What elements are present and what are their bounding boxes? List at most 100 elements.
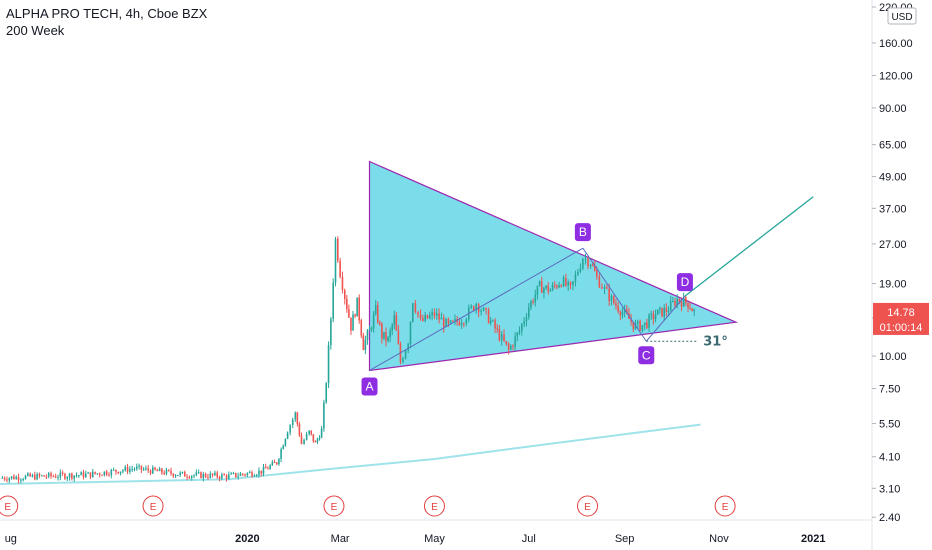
candle (131, 465, 133, 472)
candle (177, 475, 179, 477)
candle (96, 473, 99, 475)
y-tick-label: 27.00 (879, 239, 907, 251)
candle-body (352, 314, 354, 331)
candle (286, 431, 289, 440)
candle (562, 275, 565, 288)
candle (589, 264, 592, 269)
candle (85, 470, 87, 478)
candle-body (22, 479, 24, 481)
candle (158, 466, 161, 472)
x-axis[interactable]: ug 2020 Mar May Jul Sep Nov 2021 (0, 519, 872, 550)
candle (183, 470, 186, 477)
earnings-marker[interactable]: E (323, 495, 345, 517)
point-d[interactable]: D (676, 273, 693, 292)
candle (639, 319, 641, 332)
candle (565, 273, 567, 287)
candle-body (449, 320, 452, 324)
candle-body (275, 462, 278, 465)
pattern-point-labels[interactable]: A B C D (361, 223, 693, 396)
candle (6, 476, 8, 483)
currency-button[interactable]: USD (887, 7, 917, 25)
candle (362, 332, 365, 351)
candle-body (66, 477, 69, 479)
candle (36, 472, 38, 481)
earnings-marker[interactable]: E (423, 495, 445, 517)
candle-body (316, 439, 319, 443)
candle (383, 332, 385, 341)
point-c[interactable]: C (638, 346, 655, 365)
candle (188, 475, 191, 480)
y-tick-label: 3.10 (879, 483, 900, 495)
candle-body (289, 425, 291, 433)
candle (482, 306, 485, 312)
candle (366, 329, 369, 345)
candle (154, 466, 156, 471)
candle-body (273, 461, 276, 463)
candle-body (20, 479, 22, 481)
candle (343, 288, 346, 305)
pattern-leg-BC[interactable] (582, 247, 647, 342)
candle-body (665, 308, 668, 312)
candle-body (47, 473, 50, 477)
candle-body (543, 288, 545, 293)
candle-body (659, 307, 661, 310)
candle (498, 324, 501, 342)
candle-body (500, 334, 503, 341)
candle-body (661, 307, 663, 317)
point-a[interactable]: A (361, 377, 378, 396)
candle-body (636, 320, 639, 324)
candle (606, 284, 608, 290)
candlestick-series (1, 236, 695, 484)
candle-body (197, 472, 200, 474)
candle-body (133, 468, 136, 470)
candle-body (108, 474, 110, 476)
point-b[interactable]: B (574, 223, 591, 242)
pattern-leg-CD[interactable] (645, 295, 686, 342)
candle (350, 317, 352, 335)
candle (352, 310, 354, 331)
candle (29, 472, 31, 477)
candle (10, 476, 13, 480)
candle (280, 447, 282, 463)
earnings-marker[interactable]: E (0, 495, 19, 517)
candle-body (253, 475, 256, 477)
candle (327, 341, 330, 389)
candle (623, 304, 626, 318)
candle (310, 430, 313, 436)
candle-body (572, 281, 574, 286)
candle-body (667, 310, 670, 312)
candle-body (370, 328, 373, 330)
candle (214, 470, 216, 477)
candle-body (50, 473, 52, 476)
candle-body (402, 358, 404, 363)
candle (431, 308, 433, 321)
candle-body (346, 299, 348, 310)
candle (560, 284, 563, 288)
candle (167, 469, 170, 472)
candle-body (228, 474, 230, 479)
pattern-leg-AB[interactable] (369, 247, 584, 371)
candle (122, 469, 124, 474)
earnings-marker[interactable]: E (142, 495, 164, 517)
candle-body (300, 435, 303, 445)
earnings-marker[interactable]: E (714, 495, 736, 517)
earnings-marker[interactable]: E (577, 495, 599, 517)
candle-body (38, 473, 41, 476)
projection-line[interactable] (684, 196, 814, 297)
candle (356, 297, 358, 317)
candle (258, 467, 260, 478)
candle (492, 319, 494, 322)
abcd-pattern-lines[interactable] (369, 247, 686, 371)
trend-projection[interactable] (684, 196, 814, 297)
x-tick-label: Jul (522, 533, 536, 545)
y-tick-label: 120.00 (879, 70, 913, 82)
price-axis[interactable]: 2.403.104.105.507.5010.0014.0019.0027.00… (871, 0, 932, 550)
candle-body (381, 323, 383, 339)
candle-body (308, 430, 311, 435)
candle-body (372, 314, 375, 329)
candle-body (407, 344, 409, 351)
candle (549, 288, 552, 292)
candle (20, 478, 22, 484)
